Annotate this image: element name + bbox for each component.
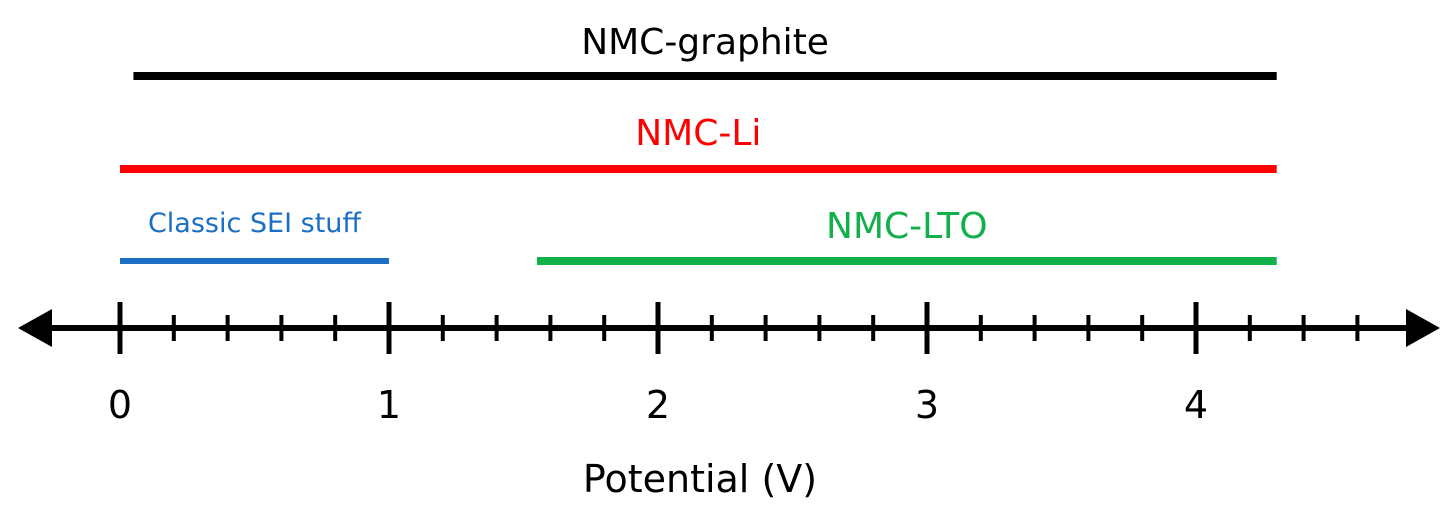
tick-label: 3 (915, 383, 939, 427)
axis-arrow-left-icon (18, 309, 52, 347)
range-label: Classic SEI stuff (148, 208, 362, 239)
range-label: NMC-LTO (826, 206, 988, 247)
range-bars: NMC-graphite NMC-Li Classic SEI stuff NMC-L… (120, 22, 1277, 265)
potential-axis: 0 1 2 3 4 (18, 302, 1440, 427)
axis-ticks (117, 302, 1414, 354)
range-label: NMC-graphite (581, 22, 829, 63)
tick-label: 2 (646, 383, 670, 427)
x-axis-label: Potential (V) (583, 457, 817, 501)
tick-label: 1 (377, 383, 401, 427)
tick-label: 0 (108, 383, 132, 427)
tick-label: 4 (1184, 383, 1208, 427)
range-label: NMC-Li (635, 113, 761, 154)
axis-arrow-right-icon (1406, 309, 1440, 347)
axis-tick-labels: 0 1 2 3 4 (108, 383, 1208, 427)
